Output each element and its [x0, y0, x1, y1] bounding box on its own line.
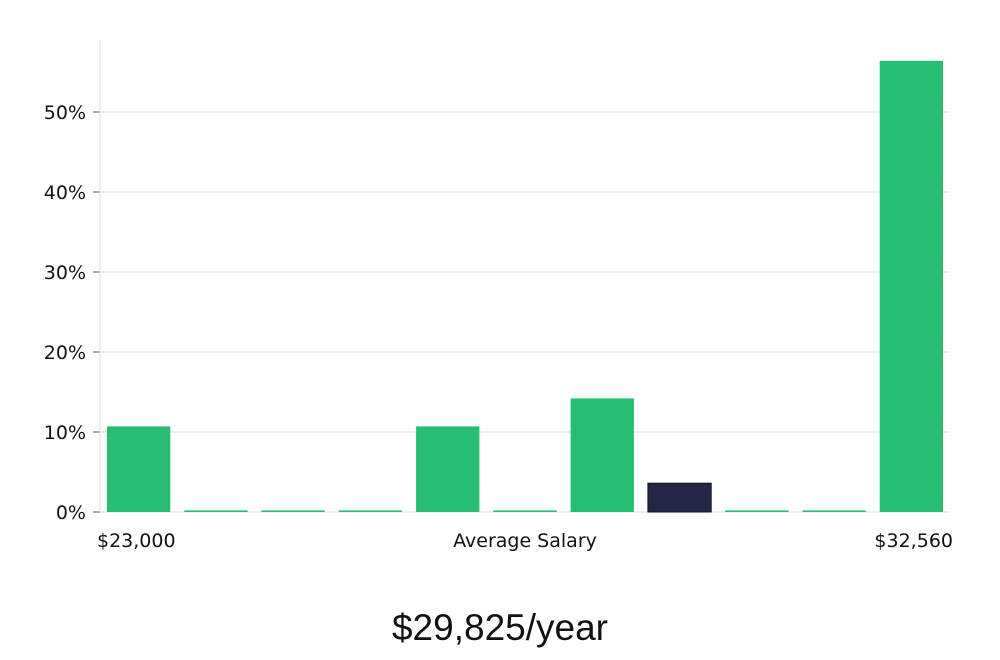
y-tick-label: 50%	[44, 102, 86, 124]
bar	[416, 426, 480, 512]
bar-highlighted	[647, 482, 712, 513]
x-axis-title: Average Salary	[453, 530, 597, 552]
bar	[802, 510, 866, 512]
y-tick-label: 10%	[44, 422, 86, 444]
bar	[107, 426, 171, 512]
y-tick-label: 0%	[56, 502, 86, 524]
bar	[338, 510, 403, 512]
y-axis-ticks: 0% 10% 20% 30% 40% 50%	[44, 102, 100, 524]
y-tick-label: 30%	[44, 262, 86, 284]
bars	[107, 60, 943, 513]
bar	[261, 510, 325, 512]
average-salary-headline: $29,825/year	[391, 607, 608, 648]
grid-lines	[100, 111, 950, 513]
y-tick-label: 20%	[44, 342, 86, 364]
bar	[184, 510, 248, 512]
bar	[725, 510, 789, 512]
y-tick-label: 40%	[44, 182, 86, 204]
bar	[879, 60, 943, 513]
bar	[493, 510, 557, 512]
x-min-label: $23,000	[97, 530, 176, 552]
salary-histogram-chart: 0% 10% 20% 30% 40% 50% $23,000 Average Salary…	[44, 40, 953, 552]
x-max-label: $32,560	[874, 530, 953, 552]
bar	[570, 398, 634, 512]
